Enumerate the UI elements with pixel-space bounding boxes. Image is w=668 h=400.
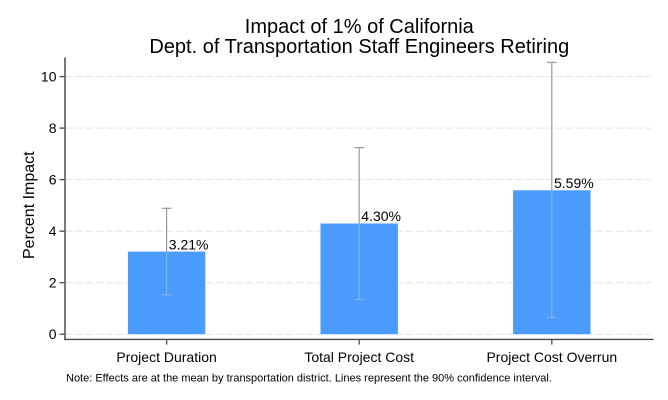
svg-text:4.30%: 4.30% — [361, 208, 401, 224]
svg-text:Project Cost Overrun: Project Cost Overrun — [486, 349, 617, 365]
svg-text:Note: Effects are at the mean: Note: Effects are at the mean by transpo… — [66, 373, 552, 385]
svg-text:Project Duration: Project Duration — [116, 349, 216, 365]
svg-text:4: 4 — [49, 223, 57, 239]
svg-text:Percent Impact: Percent Impact — [21, 151, 38, 259]
svg-text:8: 8 — [49, 120, 57, 136]
svg-text:2: 2 — [49, 275, 57, 291]
svg-text:10: 10 — [41, 69, 57, 85]
svg-text:0: 0 — [49, 326, 57, 342]
svg-text:5.59%: 5.59% — [554, 175, 594, 191]
svg-text:3.21%: 3.21% — [169, 237, 209, 253]
svg-text:Total Project Cost: Total Project Cost — [304, 349, 414, 365]
svg-text:6: 6 — [49, 172, 57, 188]
svg-text:Impact of 1% of California: Impact of 1% of California — [245, 16, 475, 38]
svg-text:Dept. of Transportation Staff: Dept. of Transportation Staff Engineers … — [149, 36, 569, 58]
